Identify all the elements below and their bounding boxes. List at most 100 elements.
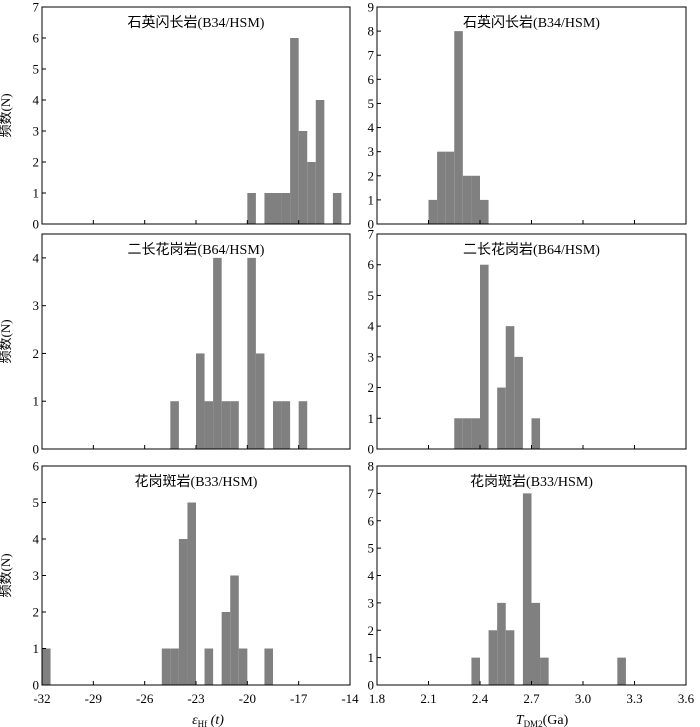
y-tick-label-a: 2 bbox=[33, 155, 40, 170]
bar-e-1 bbox=[161, 648, 171, 685]
bar-f-5 bbox=[531, 602, 541, 686]
x-tick-label-e: -32 bbox=[33, 691, 50, 706]
y-tick-label-b: 5 bbox=[368, 96, 375, 111]
x-tick-label-f: 2.4 bbox=[472, 691, 489, 706]
x-tick-label-e: -17 bbox=[290, 691, 308, 706]
y-tick-label-f: 5 bbox=[368, 541, 375, 556]
bar-c-4 bbox=[221, 401, 231, 449]
bar-c-3 bbox=[213, 257, 222, 449]
bar-a-1 bbox=[264, 193, 273, 224]
panel-f: 0 1 2 3 4 5 6 7 8 1.8 2.1 2.4 2.7 3.0 3.3 3.6 花岗斑岩(B33/H… bbox=[368, 459, 695, 707]
bar-d-5 bbox=[505, 326, 515, 449]
y-axis-label-c: 频数(N) bbox=[0, 319, 13, 363]
bar-a-0 bbox=[247, 193, 256, 224]
left-x-axis-label: εHf (t) bbox=[192, 713, 224, 727]
y-tick-label-d: 4 bbox=[368, 319, 375, 334]
panel-d: 0 1 2 3 4 5 6 7 二长花岗岩(B64/HSM) bbox=[368, 227, 687, 457]
y-tick-label-d: 3 bbox=[368, 349, 375, 364]
bar-c-6 bbox=[247, 257, 256, 449]
y-axis-a: 0 1 2 3 4 5 6 7 bbox=[33, 0, 46, 232]
y-tick-label-f: 4 bbox=[368, 568, 375, 583]
bar-f-6 bbox=[540, 657, 549, 686]
y-tick-label-d: 6 bbox=[368, 257, 375, 272]
bar-e-8 bbox=[238, 648, 248, 685]
x-axis-b bbox=[376, 220, 687, 224]
bar-c-1 bbox=[196, 353, 205, 449]
svg-text:εHf (t): εHf (t) bbox=[192, 713, 224, 727]
y-axis-label-a: 频数(N) bbox=[0, 93, 13, 137]
panel-title-b: 石英闪长岩(B34/HSM) bbox=[463, 14, 600, 31]
bar-b-6 bbox=[480, 199, 489, 224]
x-tick-label-f: 2.7 bbox=[523, 691, 540, 706]
y-tick-label-b: 1 bbox=[368, 192, 375, 207]
x-axis-d bbox=[376, 445, 687, 449]
y-axis-label-e: 频数(N) bbox=[0, 553, 13, 597]
svg-text:TDM2(Ga): TDM2(Ga) bbox=[516, 713, 569, 727]
bar-d-7 bbox=[531, 418, 541, 449]
bar-f-7 bbox=[617, 657, 626, 686]
y-tick-label-d: 7 bbox=[368, 227, 375, 242]
panel-title-d: 二长花岗岩(B64/HSM) bbox=[463, 242, 600, 258]
bar-f-0 bbox=[471, 657, 480, 686]
bar-a-8 bbox=[332, 193, 342, 224]
y-tick-label-b: 8 bbox=[368, 24, 375, 39]
bar-e-7 bbox=[230, 575, 239, 685]
y-tick-label-c: 1 bbox=[33, 394, 40, 409]
bar-b-1 bbox=[437, 151, 446, 224]
y-tick-label-c: 3 bbox=[33, 298, 40, 313]
y-tick-label-a: 5 bbox=[33, 62, 40, 77]
panels-layer: 0 1 2 3 4 5 6 7 石英闪长岩(B34/HSM) 频数(N) 0 1 2 3 4 5 6 7 8 9 石英闪… bbox=[0, 0, 695, 706]
x-tick-label-e: -20 bbox=[239, 691, 256, 706]
y-tick-label-a: 4 bbox=[33, 93, 40, 108]
bar-d-2 bbox=[471, 418, 480, 449]
y-axis-e: 0 1 2 3 4 5 6 bbox=[33, 459, 46, 693]
bar-d-3 bbox=[480, 264, 489, 449]
y-tick-label-f: 2 bbox=[368, 623, 375, 638]
bar-e-5 bbox=[204, 648, 214, 685]
y-tick-label-f: 1 bbox=[368, 650, 375, 665]
y-axis-b: 0 1 2 3 4 5 6 7 8 9 bbox=[368, 0, 381, 232]
y-tick-label-e: 5 bbox=[33, 495, 40, 510]
bars-e bbox=[42, 502, 273, 685]
bar-e-0 bbox=[42, 648, 51, 685]
x-tick-label-f: 3.3 bbox=[626, 691, 642, 706]
x-axis-e: -32 -29 -26 -23 -20 -17 -14 bbox=[33, 681, 359, 706]
y-tick-label-f: 8 bbox=[368, 459, 375, 474]
x-axis-a bbox=[41, 220, 351, 224]
panel-e: 0 1 2 3 4 5 6 -32 -29 -26 -23 -20 -17 -14 花岗斑岩(B33/HSM… bbox=[0, 459, 359, 707]
y-tick-label-b: 6 bbox=[368, 72, 375, 87]
bars-d bbox=[454, 264, 541, 449]
bar-c-5 bbox=[230, 401, 239, 449]
bar-e-4 bbox=[187, 502, 196, 685]
bar-e-3 bbox=[178, 539, 188, 685]
bar-e-9 bbox=[264, 648, 273, 685]
y-tick-label-b: 3 bbox=[368, 144, 375, 159]
y-tick-label-b: 4 bbox=[368, 120, 375, 135]
bar-c-10 bbox=[298, 401, 308, 449]
y-tick-label-f: 0 bbox=[368, 678, 375, 693]
panel-title-e: 花岗斑岩(B33/HSM) bbox=[135, 474, 258, 490]
x-tick-label-e: -23 bbox=[187, 691, 204, 706]
y-tick-label-b: 9 bbox=[368, 0, 375, 15]
bar-d-1 bbox=[462, 418, 472, 449]
bar-a-7 bbox=[315, 100, 325, 224]
frame-d bbox=[376, 233, 687, 450]
bars-a bbox=[247, 38, 342, 224]
bar-d-0 bbox=[454, 418, 463, 449]
bar-b-3 bbox=[454, 31, 463, 224]
bar-f-2 bbox=[497, 602, 506, 686]
bar-c-8 bbox=[273, 401, 282, 449]
x-tick-label-e: -14 bbox=[341, 691, 359, 706]
y-tick-label-d: 1 bbox=[368, 411, 375, 426]
y-tick-label-d: 0 bbox=[368, 442, 375, 457]
y-tick-label-a: 6 bbox=[33, 31, 40, 46]
y-tick-label-b: 7 bbox=[368, 48, 375, 63]
y-tick-label-d: 2 bbox=[368, 380, 375, 395]
frame-b bbox=[376, 6, 687, 225]
y-tick-label-a: 7 bbox=[33, 0, 40, 15]
bar-c-2 bbox=[204, 401, 214, 449]
panel-title-a: 石英闪长岩(B34/HSM) bbox=[128, 14, 265, 31]
bar-a-3 bbox=[281, 193, 291, 224]
bar-b-5 bbox=[471, 175, 480, 224]
